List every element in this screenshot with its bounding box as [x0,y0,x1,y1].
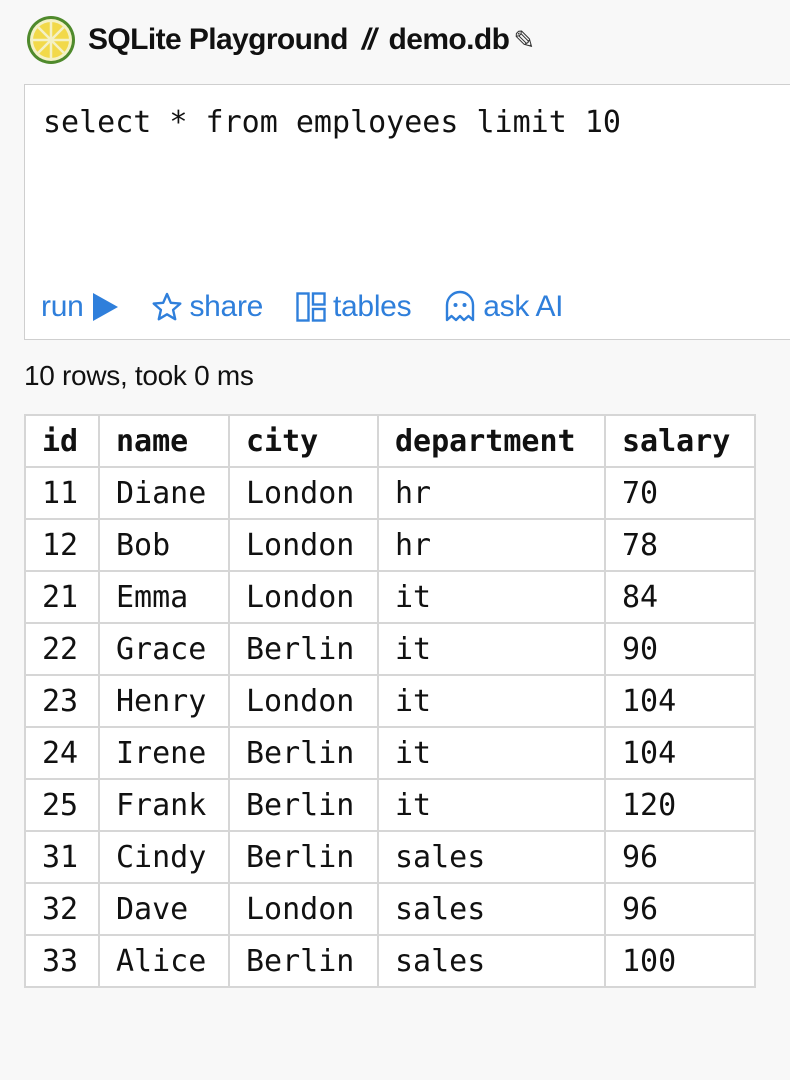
table-cell: 22 [24,622,100,676]
table-cell: 21 [24,570,100,624]
app-title: SQLite Playground [88,23,348,56]
table-cell: 12 [24,518,100,572]
ask-ai-label: ask AI [483,290,564,323]
editor-toolbar: run share tables ask [41,285,595,329]
table-cell: London [228,570,379,624]
ghost-icon [446,290,475,322]
table-cell: 33 [24,934,100,988]
table-cell: 104 [604,674,756,728]
table-cell: 23 [24,674,100,728]
table-cell: Frank [98,778,230,832]
column-header-salary: salary [604,414,756,468]
table-cell: London [228,518,379,572]
table-cell: 32 [24,882,100,936]
tables-button[interactable]: tables [295,290,412,324]
table-cell: Cindy [98,830,230,884]
table-cell: 84 [604,570,756,624]
share-label: share [189,290,264,323]
column-header-name: name [98,414,230,468]
table-cell: 100 [604,934,756,988]
table-cell: it [377,778,606,832]
table-cell: Alice [98,934,230,988]
table-cell: 70 [604,466,756,520]
app-header: SQLite Playground // demo.db ✎ [26,14,535,66]
table-cell: 96 [604,830,756,884]
table-cell: hr [377,466,606,520]
title-separator: // [361,23,377,56]
layout-grid-icon [296,292,326,322]
table-row: 12 Bob London hr 78 [24,518,756,572]
table-cell: 24 [24,726,100,780]
table-row: 25 Frank Berlin it 120 [24,778,756,832]
table-cell: Dave [98,882,230,936]
table-cell: it [377,674,606,728]
table-cell: sales [377,830,606,884]
query-text[interactable]: select * from employees limit 10 [43,105,621,140]
table-cell: 25 [24,778,100,832]
pencil-icon[interactable]: ✎ [513,24,536,55]
table-row: 23 Henry London it 104 [24,674,756,728]
database-name[interactable]: demo.db [388,23,510,56]
table-cell: 31 [24,830,100,884]
lime-slice-icon [27,16,75,64]
table-cell: 96 [604,882,756,936]
table-cell: hr [377,518,606,572]
run-label: run [41,290,84,323]
table-cell: Emma [98,570,230,624]
table-row: 32 Dave London sales 96 [24,882,756,936]
table-cell: 11 [24,466,100,520]
column-header-department: department [377,414,606,468]
table-cell: Berlin [228,830,379,884]
table-cell: sales [377,882,606,936]
share-button[interactable]: share [151,290,263,324]
table-row: 21 Emma London it 84 [24,570,756,624]
table-cell: Grace [98,622,230,676]
table-row: 24 Irene Berlin it 104 [24,726,756,780]
table-cell: Bob [98,518,230,572]
table-cell: London [228,674,379,728]
table-row: 22 Grace Berlin it 90 [24,622,756,676]
query-editor[interactable]: select * from employees limit 10 run sha… [24,84,790,340]
star-icon [152,292,182,321]
table-cell: Diane [98,466,230,520]
table-cell: Henry [98,674,230,728]
table-cell: Berlin [228,934,379,988]
query-status: 10 rows, took 0 ms [24,360,254,391]
play-icon [93,293,119,321]
table-cell: it [377,622,606,676]
table-cell: Berlin [228,726,379,780]
table-cell: Berlin [228,622,379,676]
table-cell: it [377,570,606,624]
table-cell: London [228,466,379,520]
tables-label: tables [333,290,412,323]
table-cell: 104 [604,726,756,780]
table-row: 31 Cindy Berlin sales 96 [24,830,756,884]
table-cell: 120 [604,778,756,832]
table-cell: 78 [604,518,756,572]
ask-ai-button[interactable]: ask AI [443,290,564,324]
table-header-row: id name city department salary [24,414,756,468]
table-row: 33 Alice Berlin sales 100 [24,934,756,988]
column-header-city: city [228,414,379,468]
table-cell: 90 [604,622,756,676]
table-cell: Irene [98,726,230,780]
table-cell: it [377,726,606,780]
table-cell: Berlin [228,778,379,832]
results-table: id name city department salary 11 Diane … [24,414,756,988]
table-row: 11 Diane London hr 70 [24,466,756,520]
table-cell: London [228,882,379,936]
table-cell: sales [377,934,606,988]
run-button[interactable]: run [41,290,119,324]
column-header-id: id [24,414,100,468]
